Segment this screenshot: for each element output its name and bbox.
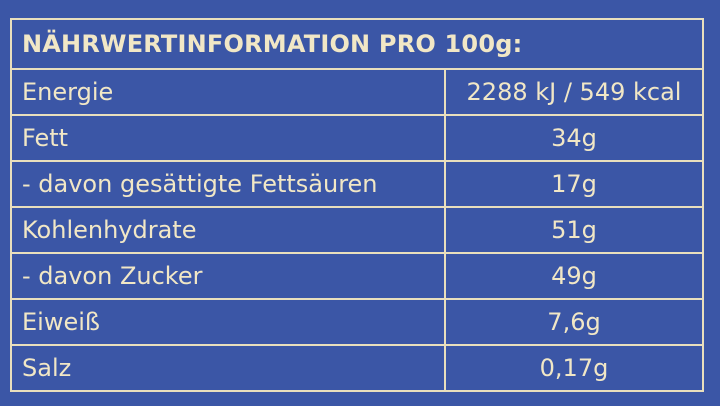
nutrient-value: 49g xyxy=(444,252,704,300)
nutrient-name: - davon gesättigte Fettsäuren xyxy=(10,160,446,208)
table-row: - davon gesättigte Fettsäuren 17g xyxy=(10,160,704,208)
nutrient-value: 0,17g xyxy=(444,344,704,392)
nutrient-name: Eiweiß xyxy=(10,298,446,346)
table-body: Energie 2288 kJ / 549 kcal Fett 34g - davon … xyxy=(10,68,704,392)
table-row: Kohlenhydrate 51g xyxy=(10,206,704,254)
table-row: - davon Zucker 49g xyxy=(10,252,704,300)
nutrient-value: 2288 kJ / 549 kcal xyxy=(444,68,704,116)
table-title: NÄHRWERTINFORMATION PRO 100g: xyxy=(11,19,703,70)
nutrient-value: 34g xyxy=(444,114,704,162)
table-row: Fett 34g xyxy=(10,114,704,162)
nutrient-name: - davon Zucker xyxy=(10,252,446,300)
nutrient-name: Fett xyxy=(10,114,446,162)
header-row: NÄHRWERTINFORMATION PRO 100g: xyxy=(11,19,703,70)
nutrient-value: 51g xyxy=(444,206,704,254)
table-row: Salz 0,17g xyxy=(10,344,704,392)
table-row: Eiweiß 7,6g xyxy=(10,298,704,346)
nutrient-value: 17g xyxy=(444,160,704,208)
nutrient-name: Energie xyxy=(10,68,446,116)
nutrition-table: NÄHRWERTINFORMATION PRO 100g: Energie 228… xyxy=(10,18,704,392)
nutrient-value: 7,6g xyxy=(444,298,704,346)
nutrient-name: Salz xyxy=(10,344,446,392)
nutrient-name: Kohlenhydrate xyxy=(10,206,446,254)
table-row: Energie 2288 kJ / 549 kcal xyxy=(10,68,704,116)
